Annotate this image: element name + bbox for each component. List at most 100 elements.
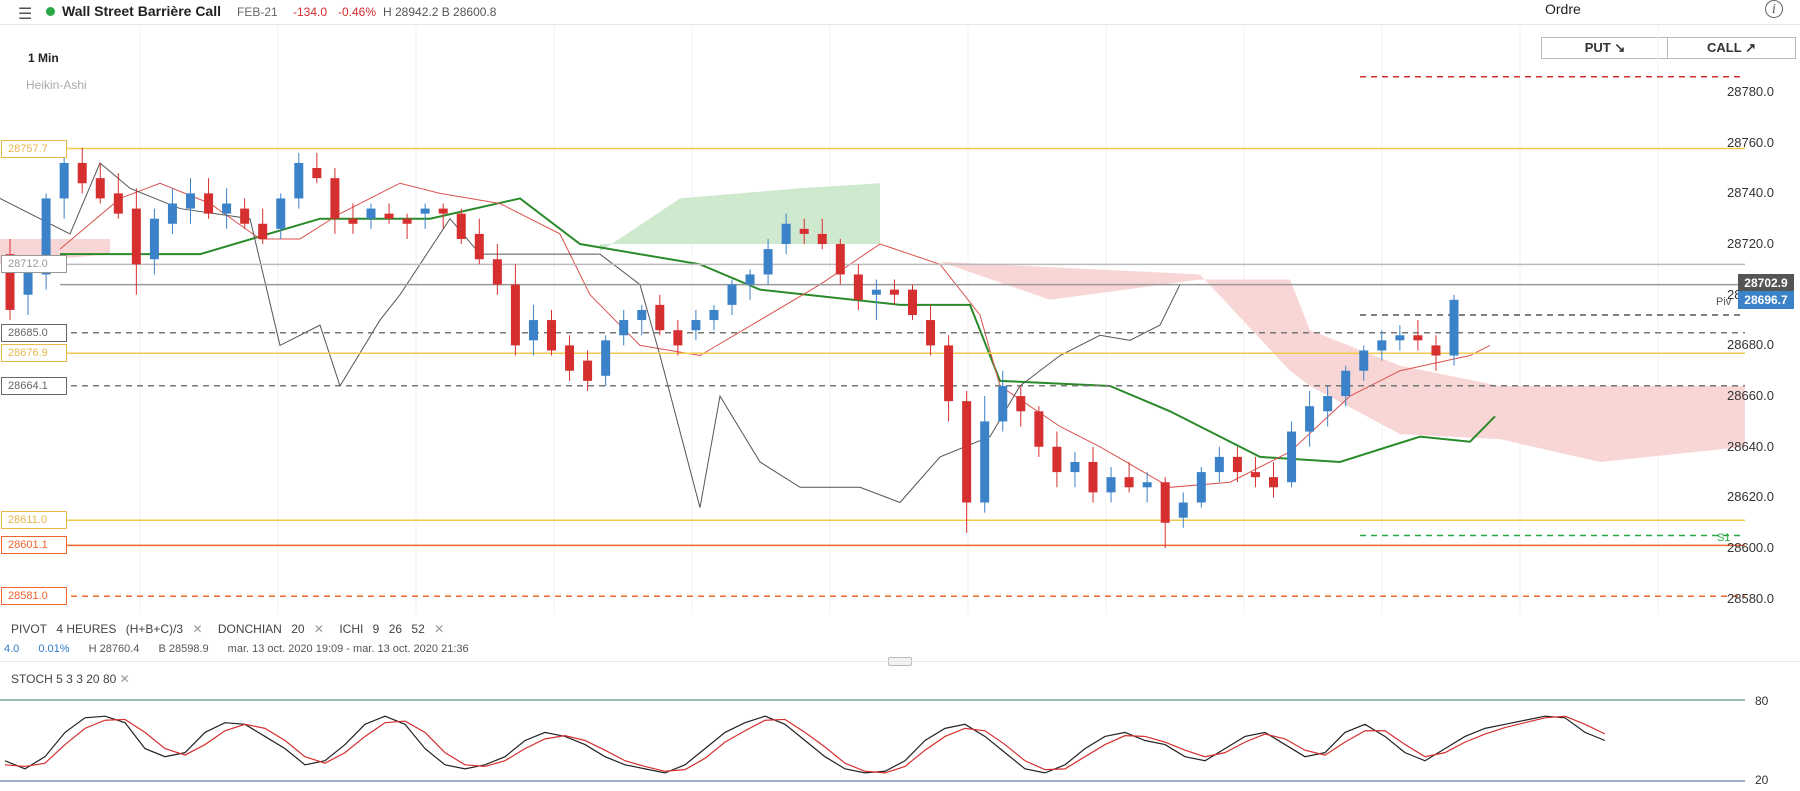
candle [799,218,809,245]
bid-price-tag: 28696.7 [1738,291,1794,309]
call-button[interactable]: CALL ↗ [1667,37,1796,59]
stoch-20-label: 20 [1755,773,1769,787]
indicator-bar: PIVOT 4 HEURES (H+B+C)/3 ✕ DONCHIAN 20 ✕… [11,622,456,636]
y-tick-label: 28580.0 [1727,590,1774,606]
ichi-param-3: 52 [411,622,425,636]
candle [1088,446,1098,503]
price-chart[interactable] [0,24,1800,624]
candle [1106,467,1116,503]
candle [95,162,105,204]
candle [41,193,51,290]
candle [853,264,863,310]
candle [889,279,899,305]
candle [510,264,520,356]
crosshair-info-row: 4.0 0.01% H 28760.4 B 28598.9 mar. 13 oc… [4,643,485,655]
candle-series [5,142,1459,549]
timeframe-label[interactable]: 1 Min [28,51,59,65]
instrument-name: Wall Street Barrière Call [62,3,221,19]
instrument-expiry: FEB-21 [237,5,278,19]
candle [655,294,665,336]
candle [113,173,123,219]
price-grid [139,24,1659,614]
candle [601,335,611,386]
stoch-name[interactable]: STOCH [11,672,53,686]
stoch-k-line [4,715,1606,774]
stoch-param-3: 3 [76,672,83,686]
candle [1070,451,1080,488]
price-change-percent: -0.46% [338,5,377,19]
stochastic-panel[interactable] [0,686,1800,791]
ichi-param-1: 9 [372,622,380,636]
y-tick-label: 28680.0 [1727,337,1774,353]
y-tick-label: 28600.0 [1727,540,1774,556]
candle [492,244,502,295]
candle [817,218,827,250]
level-tag: 28757.7 [1,139,67,158]
info-change-pct: 0.01% [38,643,70,655]
candle [456,208,466,245]
candle [1052,431,1062,488]
candle [547,309,556,356]
level-tag: 28676.9 [1,344,67,363]
candle [167,188,177,234]
stoch-param-5: 80 [102,672,117,686]
hamburger-menu-icon[interactable]: ☰ [18,6,33,23]
candle [1431,335,1441,371]
candle [366,203,376,229]
candle [149,208,159,275]
stoch-80-label: 80 [1755,694,1769,708]
kijun-line [60,197,1496,463]
candle [240,198,250,229]
close-stoch-icon[interactable]: ✕ [119,672,130,686]
put-button[interactable]: PUT ↘ [1541,37,1669,59]
candle [1359,345,1369,381]
ichimoku-cloud-bear [940,261,1745,462]
candle [77,147,87,194]
header-bar: ☰ Wall Street Barrière Call FEB-21 -134.… [0,0,1800,25]
candle [222,188,232,229]
y-tick-label: 28620.0 [1727,489,1774,505]
candle [5,238,15,321]
chart-style-label: Heikin-Ashi [26,78,87,92]
ichi-indicator-name[interactable]: ICHI [339,622,364,636]
order-panel-title: Ordre [1545,1,1581,17]
close-ichi-icon[interactable]: ✕ [434,622,445,636]
level-tag: 28664.1 [1,376,67,395]
pivot-label: Piv [1716,296,1732,308]
info-icon[interactable]: i [1765,0,1783,18]
pivot-indicator-name[interactable]: PIVOT [11,622,48,636]
stoch-header: STOCH 5 3 3 20 80 ✕ [11,672,130,686]
candle [980,396,990,513]
candle [962,391,972,533]
candle [1034,406,1044,457]
level-tag: 28581.0 [1,587,67,606]
candle [294,152,304,209]
candle [619,309,629,346]
close-pivot-icon[interactable]: ✕ [192,622,203,636]
market-open-dot-icon [46,7,55,16]
candle [474,218,484,265]
high-low-summary: H 28942.2 B 28600.8 [383,5,497,19]
y-tick-label: 28740.0 [1727,185,1774,201]
candle [420,203,430,229]
chikou-line [0,162,1181,508]
donchian-indicator-name[interactable]: DONCHIAN [217,622,282,636]
ichi-param-2: 26 [388,622,403,636]
candle [1142,472,1152,503]
candle [1377,330,1387,361]
price-change: -134.0 [293,5,328,19]
info-high: H 28760.4 [88,643,140,655]
candle [330,168,340,234]
candle [1395,325,1405,351]
candle [835,238,845,285]
info-change: 4.0 [4,643,20,655]
candle [402,213,412,239]
stoch-d-line [4,715,1606,774]
close-donchian-icon[interactable]: ✕ [313,622,324,636]
candle [1196,467,1206,508]
candle [1214,446,1224,483]
candle [637,304,647,336]
candle [871,279,881,321]
candle [528,304,538,356]
y-tick-label: 28660.0 [1727,388,1774,404]
